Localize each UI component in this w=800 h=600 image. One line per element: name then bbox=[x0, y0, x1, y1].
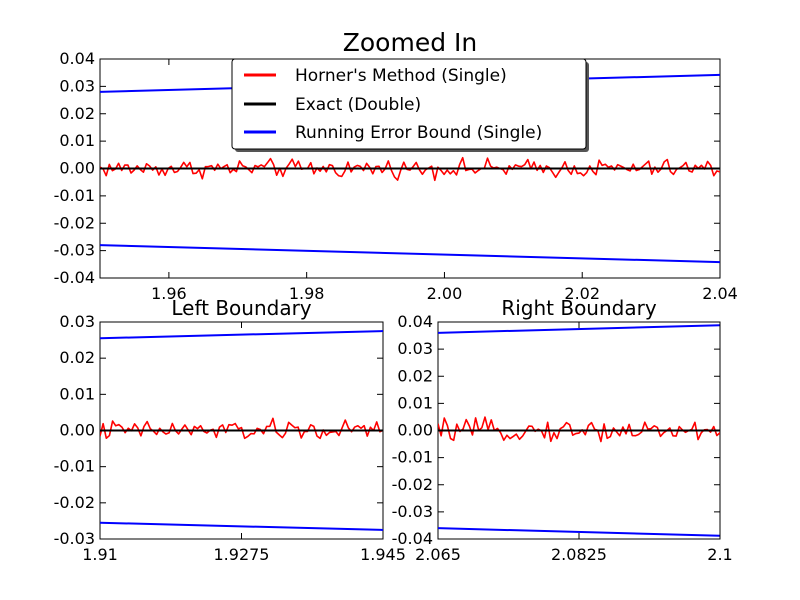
series-line-horner-s-method-single bbox=[100, 156, 720, 182]
chart-title: Right Boundary bbox=[501, 296, 657, 320]
x-tick-label: 1.96 bbox=[151, 284, 187, 303]
x-tick-label: 2.00 bbox=[427, 284, 463, 303]
ticks-layer: 0.04 0.03 0.02 0.01 0.00 -0.01 -0.02 -0.03 -0.04… bbox=[392, 312, 733, 564]
y-tick-label: 0.02 bbox=[59, 104, 95, 123]
y-tick-label: -0.02 bbox=[54, 213, 95, 232]
series-line-horner-s-method-single bbox=[438, 416, 720, 443]
x-tick-label: 2.0825 bbox=[551, 545, 607, 564]
y-tick-label: -0.01 bbox=[392, 448, 433, 467]
y-tick-label: -0.04 bbox=[392, 529, 433, 548]
y-tick-label: 0.04 bbox=[397, 312, 433, 331]
y-tick-label: -0.02 bbox=[54, 493, 95, 512]
y-tick-label: 0.03 bbox=[59, 312, 95, 331]
y-tick-label: -0.02 bbox=[392, 475, 433, 494]
legend-label-exact: Exact (Double) bbox=[295, 95, 421, 115]
y-tick-label: 0.01 bbox=[397, 393, 433, 412]
series-line-running-error-bound-lower bbox=[100, 521, 383, 531]
y-tick-label: 0.00 bbox=[397, 421, 433, 440]
y-tick-label: -0.01 bbox=[54, 457, 95, 476]
y-tick-label: -0.03 bbox=[54, 529, 95, 548]
y-tick-label: 0.01 bbox=[59, 384, 95, 403]
x-tick-label: 1.945 bbox=[360, 545, 406, 564]
chart-title: Zoomed In bbox=[343, 28, 478, 57]
x-tick-label: 2.065 bbox=[415, 545, 461, 564]
chart-title: Left Boundary bbox=[171, 296, 311, 320]
panel-left-boundary: 0.03 0.02 0.01 0.00 -0.01 -0.02 -0.031.91 1.927… bbox=[54, 296, 406, 564]
series-layer bbox=[438, 324, 720, 537]
legend: Horner's Method (Single) Exact (Double) … bbox=[231, 58, 589, 152]
y-tick-label: -0.03 bbox=[54, 241, 95, 260]
x-tick-label: 1.98 bbox=[289, 284, 325, 303]
x-tick-label: 2.02 bbox=[564, 284, 600, 303]
legend-label-error-bound: Running Error Bound (Single) bbox=[295, 123, 542, 143]
legend-box bbox=[231, 58, 587, 150]
series-line-running-error-bound-lower bbox=[100, 244, 720, 264]
x-tick-label: 1.91 bbox=[82, 545, 118, 564]
y-tick-label: -0.04 bbox=[54, 268, 95, 287]
y-tick-label: -0.03 bbox=[392, 502, 433, 521]
series-layer bbox=[100, 330, 383, 531]
ticks-layer: 0.04 0.03 0.02 0.01 0.00 -0.01 -0.02 -0.03 -0.04… bbox=[54, 49, 738, 303]
panel-zoomed-in: 0.04 0.03 0.02 0.01 0.00 -0.01 -0.02 -0.03 -0.04… bbox=[54, 28, 738, 303]
series-line-running-error-bound-single bbox=[100, 330, 383, 340]
y-tick-label: 0.00 bbox=[59, 159, 95, 178]
x-tick-label: 1.9275 bbox=[214, 545, 270, 564]
y-tick-label: 0.01 bbox=[59, 131, 95, 150]
legend-label-horner: Horner's Method (Single) bbox=[295, 66, 507, 86]
y-tick-label: 0.00 bbox=[59, 421, 95, 440]
y-tick-label: 0.03 bbox=[397, 339, 433, 358]
y-tick-label: 0.04 bbox=[59, 49, 95, 68]
y-tick-label: -0.01 bbox=[54, 186, 95, 205]
x-tick-label: 2.1 bbox=[707, 545, 732, 564]
panel-right-boundary: 0.04 0.03 0.02 0.01 0.00 -0.01 -0.02 -0.03 -0.04… bbox=[392, 296, 733, 564]
ticks-layer: 0.03 0.02 0.01 0.00 -0.01 -0.02 -0.031.91 1.927… bbox=[54, 312, 406, 564]
series-line-running-error-bound-single bbox=[438, 324, 720, 334]
y-tick-label: 0.02 bbox=[397, 366, 433, 385]
x-tick-label: 2.04 bbox=[702, 284, 738, 303]
series-line-running-error-bound-lower bbox=[438, 527, 720, 537]
y-tick-label: 0.03 bbox=[59, 76, 95, 95]
y-tick-label: 0.02 bbox=[59, 348, 95, 367]
